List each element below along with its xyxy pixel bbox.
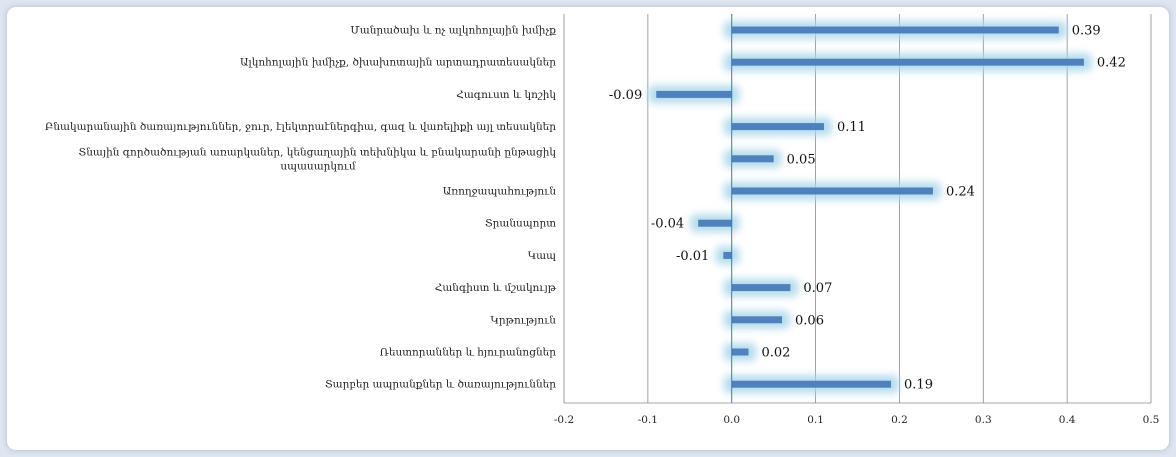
- bar: [731, 187, 933, 195]
- bar: [731, 380, 892, 388]
- category-label: Հագուստ և կոշիկ: [456, 89, 556, 101]
- category-label: Մանրածախ և ոչ ալկոհոլային խմիչք: [350, 25, 556, 37]
- grid-lines: [563, 14, 1152, 403]
- bar: [731, 284, 791, 292]
- bar-glows: [648, 21, 1092, 394]
- data-label: 0.39: [1072, 24, 1101, 39]
- category-label: սպասարկում: [280, 160, 356, 172]
- bars: [656, 26, 1084, 388]
- data-label: -0.09: [609, 88, 642, 103]
- category-label: Բնակարանային ծառայություններ, ջուր, էլեկ…: [45, 121, 556, 133]
- data-label: 0.06: [795, 313, 824, 328]
- data-label: 0.02: [761, 346, 790, 361]
- chart-frame: [6, 6, 1170, 451]
- category-label: Տարբեր ապրանքներ և ծառայություններ: [325, 379, 556, 391]
- data-label: 0.05: [787, 152, 816, 167]
- data-label: 0.11: [837, 120, 866, 135]
- data-label: 0.19: [904, 378, 933, 393]
- bar: [731, 316, 783, 324]
- x-tick-label: -0.2: [554, 414, 574, 426]
- category-label: Տնային գործածության առարկաներ, կենցաղայի…: [79, 146, 557, 158]
- bar: [731, 26, 1059, 34]
- x-tick-label: 0.0: [723, 414, 740, 426]
- x-tick-label: 0.4: [1059, 414, 1076, 426]
- category-label: Տրանսպորտ: [485, 218, 556, 230]
- bar: [731, 155, 774, 163]
- bar: [731, 58, 1084, 66]
- bar: [698, 219, 732, 227]
- bar: [731, 348, 749, 356]
- data-label: 0.24: [946, 185, 975, 200]
- category-label: Ռեստորաններ և հյուրանոցներ: [380, 347, 557, 359]
- category-label: Կրթություն: [490, 314, 556, 326]
- category-labels: Մանրածախ և ոչ ալկոհոլային խմիչք Ալկոհոլայ…: [45, 25, 557, 391]
- value-labels: 0.39 0.42 -0.09 0.11 0.05 0.24 -0.04 -0.01 0.07 0…: [609, 24, 1126, 393]
- x-tick-label: -0.1: [638, 414, 658, 426]
- bar: [731, 123, 824, 131]
- x-tick-labels: -0.2 -0.1 0.0 0.1 0.2 0.3 0.4 0.5: [554, 414, 1159, 426]
- x-tick-label: 0.5: [1143, 414, 1160, 426]
- category-label: Ալկոհոլային խմիչք, ծխախոտային արտադրատես…: [240, 57, 556, 69]
- data-label: 0.42: [1097, 56, 1126, 71]
- category-label: Հանգիստ և մշակույթ: [435, 282, 557, 294]
- category-label: Կապ: [528, 250, 556, 262]
- data-label: -0.01: [676, 249, 709, 264]
- data-label: -0.04: [651, 217, 684, 232]
- x-tick-label: 0.3: [975, 414, 992, 426]
- bar: [656, 90, 732, 98]
- bar: [723, 251, 732, 259]
- category-label: Առողջապահություն: [443, 186, 557, 198]
- axes: [564, 14, 1151, 404]
- x-tick-label: 0.2: [891, 414, 908, 426]
- data-label: 0.07: [803, 281, 832, 296]
- x-tick-label: 0.1: [807, 414, 824, 426]
